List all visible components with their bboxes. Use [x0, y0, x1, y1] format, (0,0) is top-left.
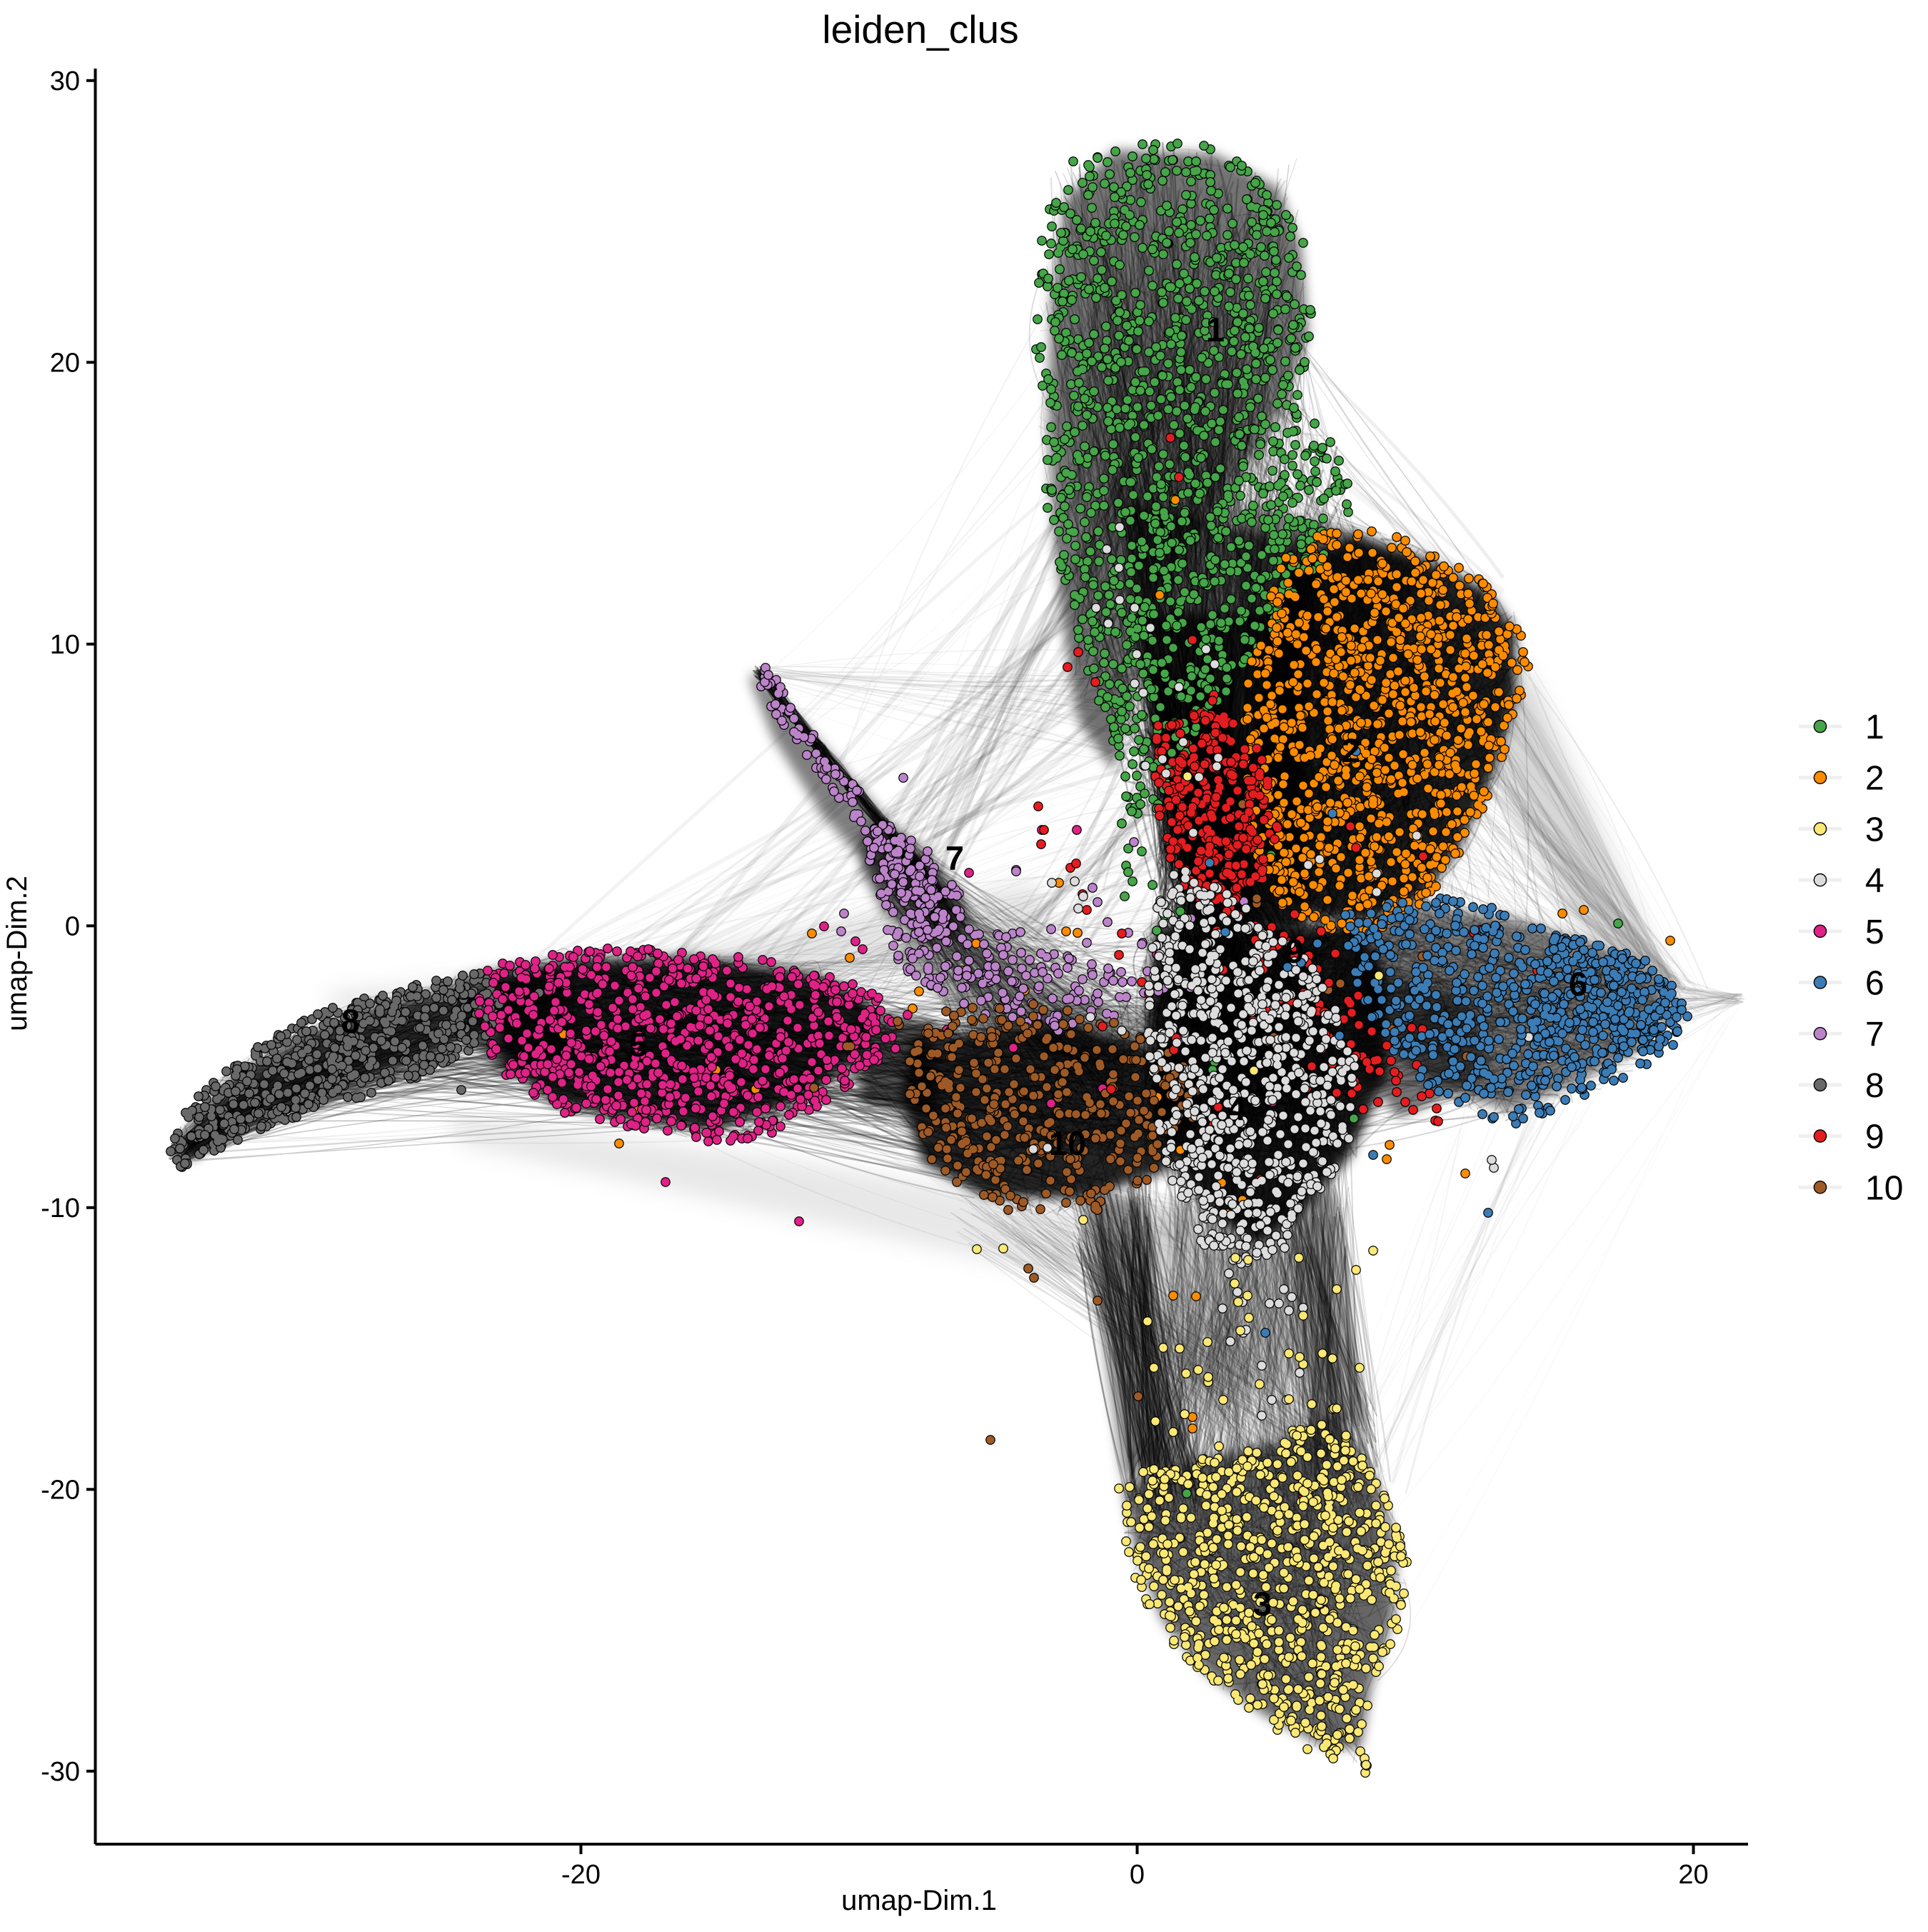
svg-text:3: 3	[1253, 1585, 1272, 1623]
svg-text:7: 7	[1865, 1016, 1884, 1053]
svg-text:1: 1	[1206, 311, 1225, 349]
svg-text:9: 9	[1865, 1118, 1884, 1156]
svg-text:20: 20	[50, 348, 80, 378]
svg-text:10: 10	[1865, 1169, 1903, 1207]
svg-text:0: 0	[65, 911, 80, 941]
svg-text:8: 8	[1865, 1067, 1884, 1105]
svg-text:10: 10	[50, 630, 80, 660]
svg-text:leiden_clus: leiden_clus	[822, 7, 1018, 51]
svg-text:4: 4	[1865, 862, 1884, 900]
svg-text:2: 2	[1865, 760, 1884, 798]
svg-text:1: 1	[1865, 709, 1884, 746]
svg-text:10: 10	[1049, 1124, 1086, 1162]
svg-text:umap-Dim.1: umap-Dim.1	[841, 1885, 997, 1916]
svg-text:0: 0	[1130, 1860, 1145, 1890]
svg-text:-20: -20	[561, 1860, 601, 1890]
svg-text:8: 8	[341, 1002, 360, 1040]
svg-text:4: 4	[1227, 1089, 1246, 1127]
svg-text:umap-Dim.2: umap-Dim.2	[1, 876, 33, 1031]
svg-text:-30: -30	[41, 1757, 80, 1787]
svg-text:2: 2	[1342, 731, 1360, 769]
svg-text:6: 6	[1865, 965, 1884, 1003]
svg-text:7: 7	[945, 839, 964, 877]
svg-text:6: 6	[1569, 965, 1587, 1003]
svg-text:9: 9	[1285, 932, 1304, 970]
svg-text:20: 20	[1678, 1860, 1708, 1890]
svg-text:3: 3	[1865, 811, 1884, 849]
svg-text:5: 5	[1865, 914, 1884, 951]
svg-text:30: 30	[50, 66, 80, 96]
svg-text:-20: -20	[41, 1475, 80, 1505]
svg-text:-10: -10	[41, 1193, 80, 1223]
svg-text:5: 5	[629, 1026, 648, 1063]
